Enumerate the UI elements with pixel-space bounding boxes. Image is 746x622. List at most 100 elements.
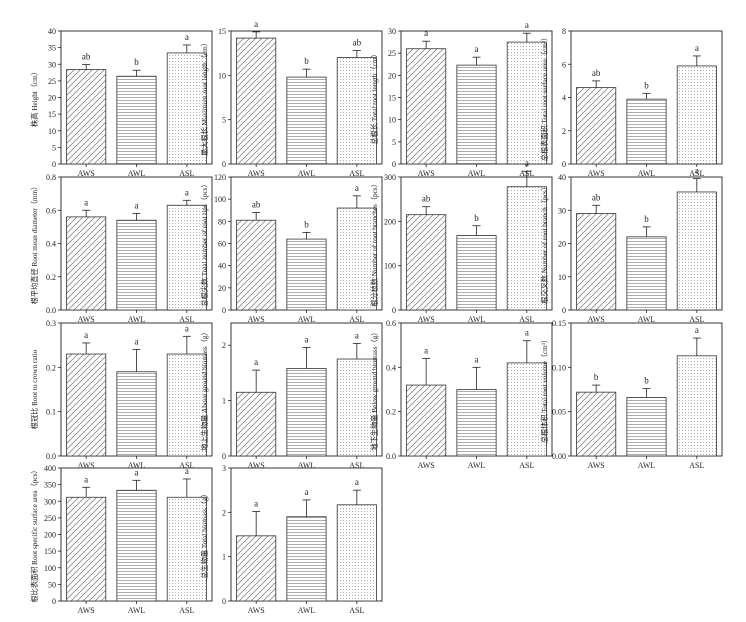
x-tick-label: ASL bbox=[689, 461, 704, 470]
y-tick-label: 10 bbox=[218, 71, 226, 80]
x-tick-label: AWL bbox=[468, 169, 486, 178]
y-tick-label: 8 bbox=[562, 27, 566, 36]
x-tick-label: AWL bbox=[128, 315, 146, 324]
x-tick-label: ASL bbox=[519, 461, 534, 470]
significance-letter: ab bbox=[422, 194, 431, 204]
y-tick-label: 10 bbox=[388, 116, 396, 125]
x-tick-label: ASL bbox=[519, 315, 534, 324]
significance-letter: a bbox=[355, 477, 359, 487]
bar bbox=[406, 384, 447, 457]
y-tick-label: 200 bbox=[44, 531, 56, 540]
bar bbox=[286, 76, 327, 165]
x-tick-label: AWS bbox=[248, 606, 265, 615]
x-tick-label: AWS bbox=[78, 169, 95, 178]
significance-letter: a bbox=[135, 337, 139, 347]
significance-letter: ab bbox=[353, 38, 362, 48]
y-tick-label: 35 bbox=[48, 44, 56, 53]
x-tick-label: ASL bbox=[179, 169, 194, 178]
chart-panel: 0 10 20 30 40 根交叉数 Number of root branch（pcs）… bbox=[540, 166, 723, 324]
significance-letter: a bbox=[355, 183, 359, 193]
y-tick-label: 0 bbox=[222, 160, 226, 169]
y-tick-label: 100 bbox=[384, 262, 396, 271]
y-tick-label: 0 bbox=[562, 306, 566, 315]
y-axis-label: 根比表面积 Root specific surface area（pcs） bbox=[30, 466, 39, 602]
y-axis-label: 总生物量 Total biomass（g） bbox=[200, 490, 209, 579]
significance-letter: a bbox=[525, 20, 529, 30]
x-tick-label: ASL bbox=[179, 461, 194, 470]
bar bbox=[456, 64, 497, 165]
y-tick-label: 0.6 bbox=[46, 206, 56, 215]
x-tick-label: ASL bbox=[349, 461, 364, 470]
significance-letter: a bbox=[254, 498, 258, 508]
chart-panel: 0 5 10 15 最大根长 Maximum root length（cm） a AWS b A… bbox=[200, 19, 383, 178]
y-tick-label: 0.0 bbox=[46, 452, 56, 461]
x-tick-label: AWS bbox=[78, 606, 95, 615]
y-axis-label: 根冠比 Root to crown ratio bbox=[30, 349, 39, 429]
bar bbox=[236, 391, 277, 457]
significance-letter: a bbox=[84, 330, 88, 340]
y-tick-label: 0.00 bbox=[552, 452, 566, 461]
bar bbox=[336, 504, 377, 602]
y-tick-label: 10 bbox=[558, 273, 566, 282]
significance-letter: a bbox=[305, 487, 309, 497]
y-axis-label: 总根表面积 Total root surface area（cm²） bbox=[540, 34, 549, 161]
y-tick-label: 0.3 bbox=[46, 319, 56, 328]
bar bbox=[286, 368, 327, 457]
significance-letter: b bbox=[134, 57, 139, 67]
x-tick-label: ASL bbox=[689, 169, 704, 178]
bar bbox=[66, 216, 107, 311]
bar bbox=[626, 236, 667, 311]
y-tick-label: 30 bbox=[558, 206, 566, 215]
significance-letter: ab bbox=[592, 68, 601, 78]
bar bbox=[66, 69, 107, 165]
y-axis-label: 总根尖数 Total number of root tips（pcs） bbox=[200, 180, 209, 306]
x-tick-label: AWS bbox=[248, 461, 265, 470]
y-tick-label: 0.8 bbox=[46, 173, 56, 182]
significance-letter: a bbox=[695, 43, 699, 53]
y-tick-label: 0.4 bbox=[386, 363, 396, 372]
y-tick-label: 0.10 bbox=[552, 363, 566, 372]
y-tick-label: 25 bbox=[48, 77, 56, 86]
x-tick-label: AWL bbox=[128, 169, 146, 178]
y-tick-label: 0 bbox=[392, 306, 396, 315]
x-tick-label: ASL bbox=[349, 315, 364, 324]
significance-letter: a bbox=[185, 32, 189, 42]
y-tick-label: 0 bbox=[562, 160, 566, 169]
x-tick-label: AWL bbox=[298, 461, 316, 470]
y-tick-label: 400 bbox=[44, 464, 56, 473]
y-tick-label: 5 bbox=[392, 138, 396, 147]
y-tick-label: 0.4 bbox=[46, 240, 56, 249]
y-axis-label: 根分枝数 Number of root branches（pcs） bbox=[370, 180, 379, 307]
x-tick-label: AWS bbox=[588, 315, 605, 324]
significance-letter: b bbox=[644, 376, 649, 386]
x-tick-label: AWL bbox=[638, 461, 656, 470]
bar bbox=[576, 391, 617, 457]
bar bbox=[116, 219, 157, 311]
significance-letter: a bbox=[525, 328, 529, 338]
y-tick-label: 0 bbox=[392, 160, 396, 169]
bar bbox=[506, 41, 547, 165]
significance-letter: b bbox=[644, 80, 649, 90]
bar bbox=[676, 355, 717, 457]
significance-letter: a bbox=[355, 331, 359, 341]
y-tick-label: 6 bbox=[562, 60, 566, 69]
y-tick-label: 20 bbox=[48, 94, 56, 103]
significance-letter: a bbox=[135, 201, 139, 211]
y-tick-label: 40 bbox=[218, 262, 226, 271]
bar bbox=[456, 389, 497, 457]
bar bbox=[66, 496, 107, 602]
y-tick-label: 5 bbox=[222, 116, 226, 125]
significance-letter: a bbox=[695, 166, 699, 176]
significance-letter: a bbox=[185, 466, 189, 476]
significance-letter: a bbox=[185, 187, 189, 197]
significance-letter: b bbox=[594, 372, 599, 382]
y-tick-label: 40 bbox=[48, 27, 56, 36]
y-tick-label: 0.1 bbox=[46, 408, 56, 417]
x-tick-label: ASL bbox=[179, 606, 194, 615]
significance-letter: a bbox=[424, 345, 428, 355]
significance-letter: a bbox=[695, 325, 699, 335]
y-tick-label: 1 bbox=[222, 553, 226, 562]
y-tick-label: 2 bbox=[222, 341, 226, 350]
bar bbox=[236, 219, 277, 311]
